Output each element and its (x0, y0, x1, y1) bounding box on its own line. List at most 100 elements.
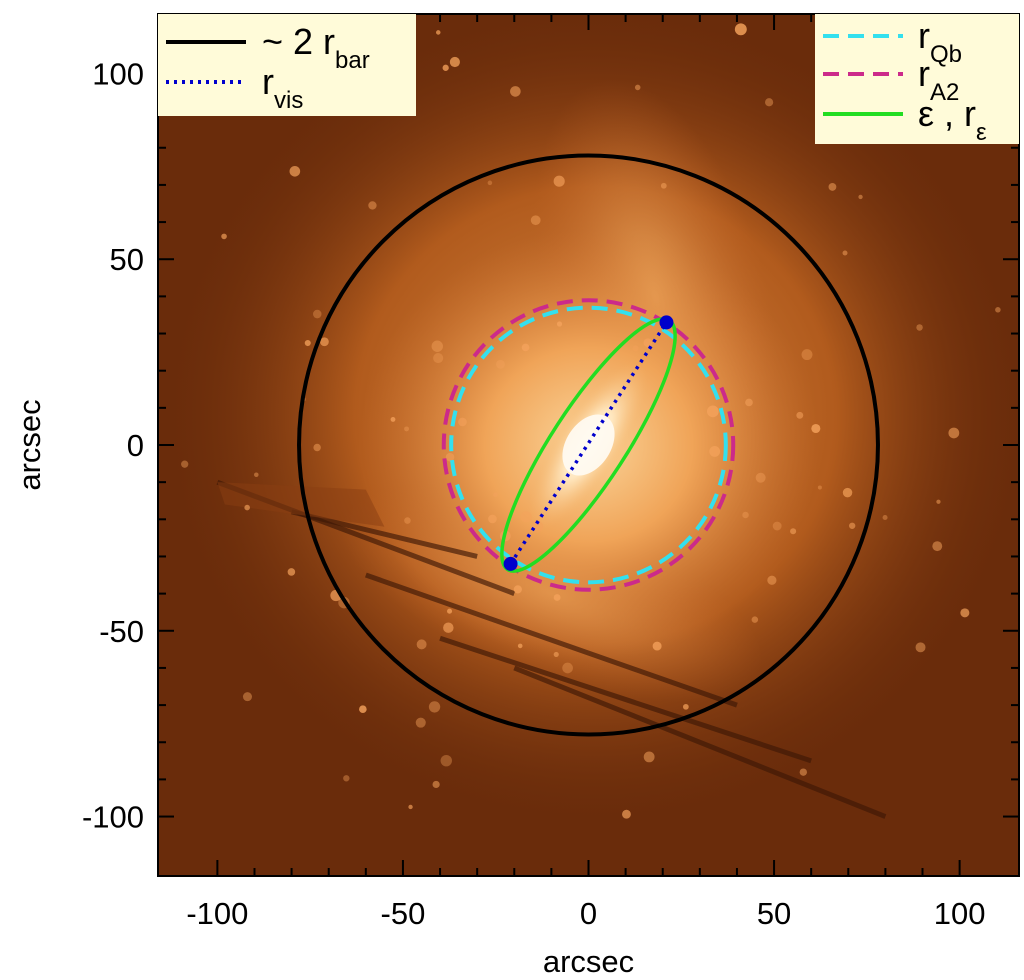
star-knot (244, 504, 250, 511)
star-knot (530, 215, 541, 226)
legend-box (815, 14, 1019, 144)
star-knot (643, 751, 655, 763)
star-knot (493, 492, 498, 498)
star-knot (313, 309, 322, 319)
star-knot (916, 324, 923, 331)
x-tick-label: -50 (381, 896, 426, 931)
star-knot (415, 717, 426, 728)
star-knot (652, 641, 662, 651)
star-knot (304, 340, 311, 347)
x-tick-label: 0 (580, 896, 597, 931)
star-knot (706, 405, 719, 418)
star-knot (767, 575, 777, 585)
star-knot (432, 780, 440, 789)
star-knot (915, 642, 926, 653)
star-knot (553, 594, 561, 601)
y-tick-label: 50 (110, 242, 144, 277)
dust-lane (291, 509, 478, 559)
star-knot (634, 84, 641, 91)
star-knot (742, 511, 749, 519)
star-knot (510, 86, 521, 97)
star-knot (556, 321, 563, 327)
star-knot (496, 359, 505, 369)
star-knot (811, 423, 821, 434)
y-tick-label: -50 (99, 614, 144, 649)
star-knot (755, 472, 766, 483)
star-knot (632, 345, 639, 352)
star-knot (433, 352, 444, 364)
star-knot (751, 616, 759, 623)
star-knot (842, 250, 848, 256)
star-knot (440, 754, 452, 767)
y-tick-labels: 100 50 0 -50 -100 (82, 56, 144, 834)
star-knot (801, 349, 813, 361)
star-knot (289, 165, 301, 177)
star-knot (882, 515, 888, 521)
star-knot (848, 522, 856, 529)
star-knot (445, 452, 455, 462)
star-knot (995, 307, 1001, 313)
star-knot (553, 175, 565, 187)
star-knot (517, 643, 523, 649)
star-knot (488, 514, 497, 524)
star-knot (458, 417, 467, 427)
star-knot (828, 182, 837, 191)
star-knot (622, 809, 631, 819)
y-tick-label: 0 (127, 428, 144, 463)
star-knot (404, 426, 410, 432)
star-knot (799, 768, 808, 776)
r-a2-circle (441, 298, 736, 592)
galaxy-image (158, 14, 1019, 831)
star-knot (487, 180, 493, 186)
x-tick-labels: -100 -50 0 50 100 (186, 896, 985, 931)
star-knot (390, 416, 396, 422)
star-knot (435, 30, 441, 35)
star-knot (734, 23, 747, 36)
legend-label: rQb (918, 15, 962, 68)
star-knot (817, 485, 822, 490)
star-knot (443, 622, 454, 633)
r-vis-endpoint (659, 315, 674, 330)
dust-lane (365, 572, 738, 708)
star-knot (932, 541, 943, 552)
star-knot (320, 337, 329, 347)
star-knot (408, 804, 413, 810)
y-tick-label: 100 (92, 56, 144, 91)
legend-label: ε , rε (918, 93, 987, 146)
star-knot (772, 521, 782, 531)
star-knot (765, 98, 774, 107)
star-knot (221, 233, 227, 240)
x-tick-label: -100 (186, 896, 248, 931)
star-knot (709, 445, 721, 457)
r-vis-endpoint (503, 556, 518, 571)
star-knot (513, 585, 522, 594)
x-tick-label: 50 (757, 896, 791, 931)
r-qb-circle (449, 305, 728, 585)
y-axis-label: arcsec (12, 399, 47, 490)
star-knot (682, 703, 689, 710)
star-knot (858, 194, 863, 200)
star-knot (936, 499, 941, 504)
star-knot (643, 338, 653, 348)
star-knot (520, 511, 532, 523)
image-artefact (217, 482, 385, 527)
star-knot (562, 662, 573, 674)
legend-label: rvis (262, 61, 303, 114)
star-knot (796, 411, 804, 419)
star-knot (431, 340, 443, 352)
star-knot (521, 343, 530, 352)
star-knot (287, 568, 296, 576)
star-knot (790, 528, 797, 535)
star-knot (553, 651, 559, 658)
star-knot (181, 460, 189, 468)
two-r-bar-circle (297, 153, 880, 737)
star-knot (428, 701, 441, 713)
star-knot (442, 64, 449, 71)
star-knot (242, 692, 253, 702)
star-knot (359, 705, 367, 714)
legend-box (158, 14, 416, 116)
star-knot (343, 775, 350, 782)
